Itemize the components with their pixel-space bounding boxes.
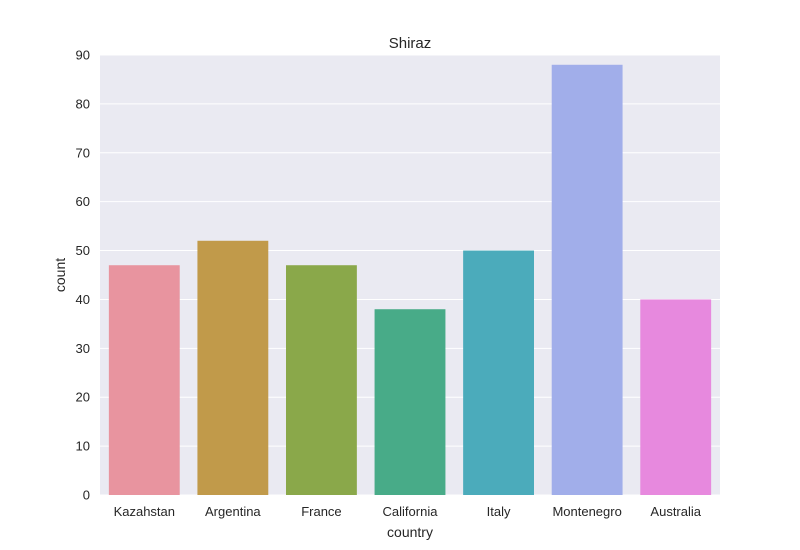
- y-tick-label: 60: [76, 194, 90, 209]
- bar-france: [286, 265, 357, 495]
- y-tick-labels: 0 10 20 30 40 50 60 70 80 90: [76, 48, 90, 503]
- x-tick-label: Australia: [650, 504, 701, 519]
- x-tick-label: Italy: [487, 504, 511, 519]
- bar-australia: [640, 299, 712, 495]
- x-tick-label: Kazahstan: [114, 504, 175, 519]
- y-tick-label: 50: [76, 243, 90, 258]
- y-tick-label: 20: [76, 390, 90, 405]
- y-tick-label: 0: [83, 488, 90, 503]
- y-tick-label: 30: [76, 341, 90, 356]
- y-tick-label: 40: [76, 292, 90, 307]
- x-tick-labels: Kazahstan Argentina France California Italy M…: [114, 504, 702, 519]
- bar-montenegro: [551, 64, 623, 496]
- x-tick-label: Montenegro: [552, 504, 621, 519]
- x-tick-label: Argentina: [205, 504, 261, 519]
- y-axis-label: count: [52, 258, 68, 292]
- bar-italy: [463, 250, 534, 495]
- y-tick-label: 10: [76, 439, 90, 454]
- bar-california: [374, 309, 446, 495]
- y-tick-label: 90: [76, 48, 90, 63]
- x-axis-label: country: [387, 524, 433, 540]
- bars: [108, 64, 712, 496]
- bar-argentina: [197, 240, 269, 495]
- x-tick-label: France: [301, 504, 341, 519]
- y-tick-label: 70: [76, 145, 90, 160]
- y-tick-label: 80: [76, 96, 90, 111]
- chart-title: Shiraz: [389, 35, 432, 52]
- bar-kazahstan: [108, 265, 180, 495]
- x-tick-label: California: [383, 504, 439, 519]
